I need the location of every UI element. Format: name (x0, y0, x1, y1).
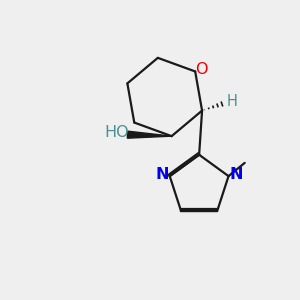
Text: H: H (227, 94, 238, 109)
Text: N: N (156, 167, 169, 182)
Text: N: N (229, 167, 243, 182)
Text: O: O (195, 61, 208, 76)
Polygon shape (127, 131, 172, 138)
Text: HO: HO (104, 125, 129, 140)
